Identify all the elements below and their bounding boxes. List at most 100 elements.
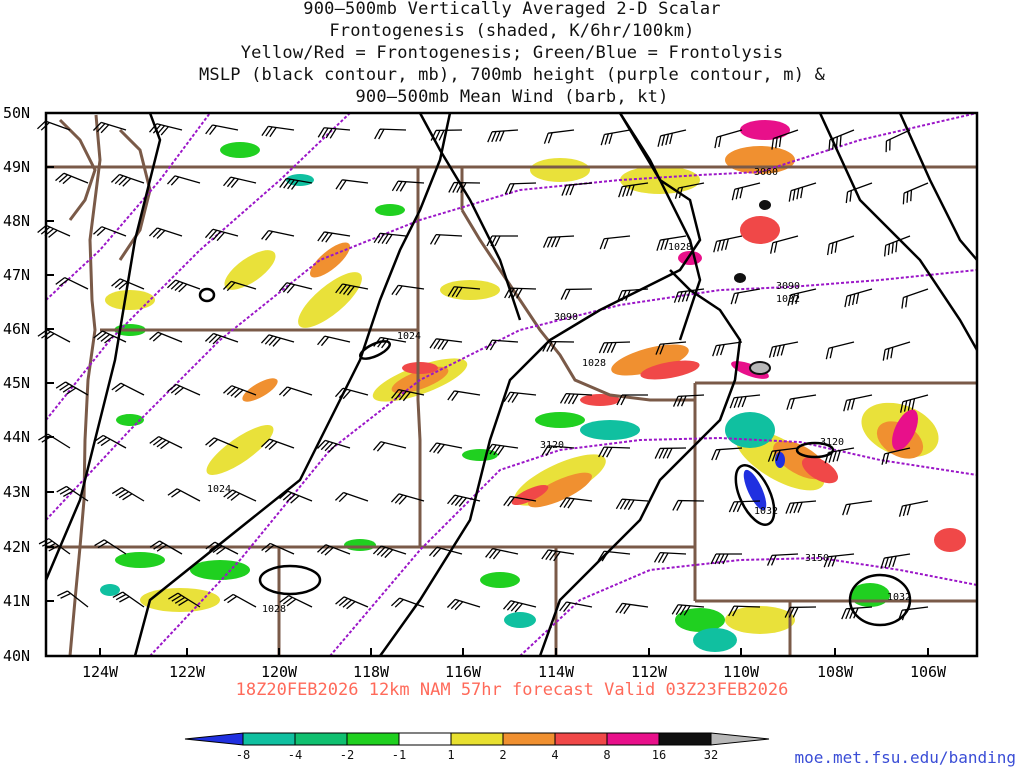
wind-barb (93, 330, 127, 344)
wind-barb (92, 121, 127, 134)
colorbar-label: 1 (447, 748, 455, 762)
lon-label: 108W (817, 663, 854, 681)
wind-barb (390, 493, 425, 505)
height-label: 3060 (754, 167, 778, 178)
wind-barb (784, 606, 817, 618)
wind-barb (317, 231, 351, 243)
wind-barb (672, 499, 705, 511)
wind-barb (223, 593, 257, 608)
wind-barb (897, 606, 929, 621)
wind-barb (542, 235, 575, 248)
wind-barb (730, 288, 761, 305)
lat-label: 46N (3, 320, 30, 338)
wind-barb (560, 288, 593, 300)
wind-barb (278, 386, 313, 397)
wind-barb (881, 447, 911, 465)
wind-barb (149, 123, 183, 136)
wind-barb (559, 497, 593, 509)
wind-barb (448, 181, 481, 193)
wind-barb (430, 129, 463, 141)
wind-barb (204, 332, 239, 345)
colorbar-label: 4 (551, 748, 559, 762)
colorbar-swatch (294, 732, 348, 746)
wind-barb (485, 443, 519, 456)
wind-barb (599, 235, 631, 250)
wind-barb (504, 287, 537, 299)
wind-barb (223, 176, 257, 188)
wind-barb (94, 539, 127, 555)
wind-barb (148, 227, 183, 239)
wind-barb (149, 436, 183, 450)
wind-barb (788, 182, 817, 202)
wind-barb (559, 392, 593, 405)
colorbar-swatch (346, 732, 400, 746)
lat-label: 45N (3, 374, 30, 392)
title-line-1: 900–500mb Vertically Averaged 2-D Scalar (303, 0, 721, 19)
wind-barb (672, 394, 705, 407)
height-label: 3120 (540, 440, 564, 451)
lat-label: 42N (3, 538, 30, 556)
wind-barb (768, 341, 799, 358)
wind-barb (673, 288, 705, 303)
wind-barb (111, 382, 145, 396)
wind-barb (845, 182, 873, 204)
wind-barb (317, 335, 351, 347)
wind-barb (166, 175, 201, 186)
wind-barb (542, 340, 575, 352)
colorbar-swatch (710, 732, 770, 746)
colorbar-swatch (184, 732, 244, 746)
wind-barb (674, 182, 705, 199)
axis-labels: 50N 49N 48N 47N 46N 45N 44N 43N 42N 41N 40N 124W 122… (3, 104, 947, 681)
wind-barb (317, 127, 351, 139)
wind-barb (787, 288, 817, 306)
wind-barb (205, 541, 239, 555)
wind-barb (656, 235, 687, 251)
wind-barb (655, 341, 687, 355)
wind-barb (279, 490, 313, 504)
wind-barb (901, 288, 929, 309)
wind-barb (826, 235, 855, 256)
wind-barb (485, 339, 519, 351)
wind-barb (880, 553, 911, 569)
wind-barb (93, 434, 127, 449)
lat-label: 50N (3, 104, 30, 122)
wind-barb (615, 498, 649, 510)
lat-label: 43N (3, 483, 30, 501)
mslp-label: 1032 (754, 506, 778, 517)
wind-barb (335, 179, 369, 190)
wind-barb (56, 485, 89, 502)
wind-barb (261, 229, 295, 241)
title-line-4: MSLP (black contour, mb), 700mb height (… (198, 65, 826, 85)
wind-barb (391, 284, 425, 296)
wind-barb (55, 172, 89, 185)
wind-barb (600, 129, 631, 146)
wind-barb (543, 129, 575, 144)
lat-label: 49N (3, 158, 30, 176)
wind-barb (391, 388, 425, 402)
wind-barb (149, 331, 183, 343)
lon-label: 118W (353, 663, 390, 681)
mslp-label: 1028 (582, 358, 606, 369)
wind-barb (615, 602, 649, 615)
wind-barb (373, 232, 407, 245)
wind-barb (373, 441, 407, 452)
wind-barb (37, 329, 71, 343)
wind-barb (712, 341, 743, 357)
wind-barb (37, 224, 71, 238)
wind-barb (504, 182, 537, 195)
wind-barb (771, 129, 799, 150)
wind-barb (825, 341, 855, 360)
wind-barb (618, 182, 649, 198)
wind-barb (485, 547, 519, 560)
wind-barb (205, 437, 239, 449)
mslp-label: 1032 (776, 294, 800, 305)
lon-label: 114W (538, 663, 575, 681)
wind-barb (373, 336, 407, 349)
wind-barb (883, 235, 911, 257)
wind-barb (598, 341, 631, 354)
wind-barb (842, 500, 873, 516)
lat-label: 48N (3, 212, 30, 230)
wind-barb (167, 279, 201, 293)
credit-url[interactable]: moe.met.fsu.edu/banding (794, 748, 1016, 767)
